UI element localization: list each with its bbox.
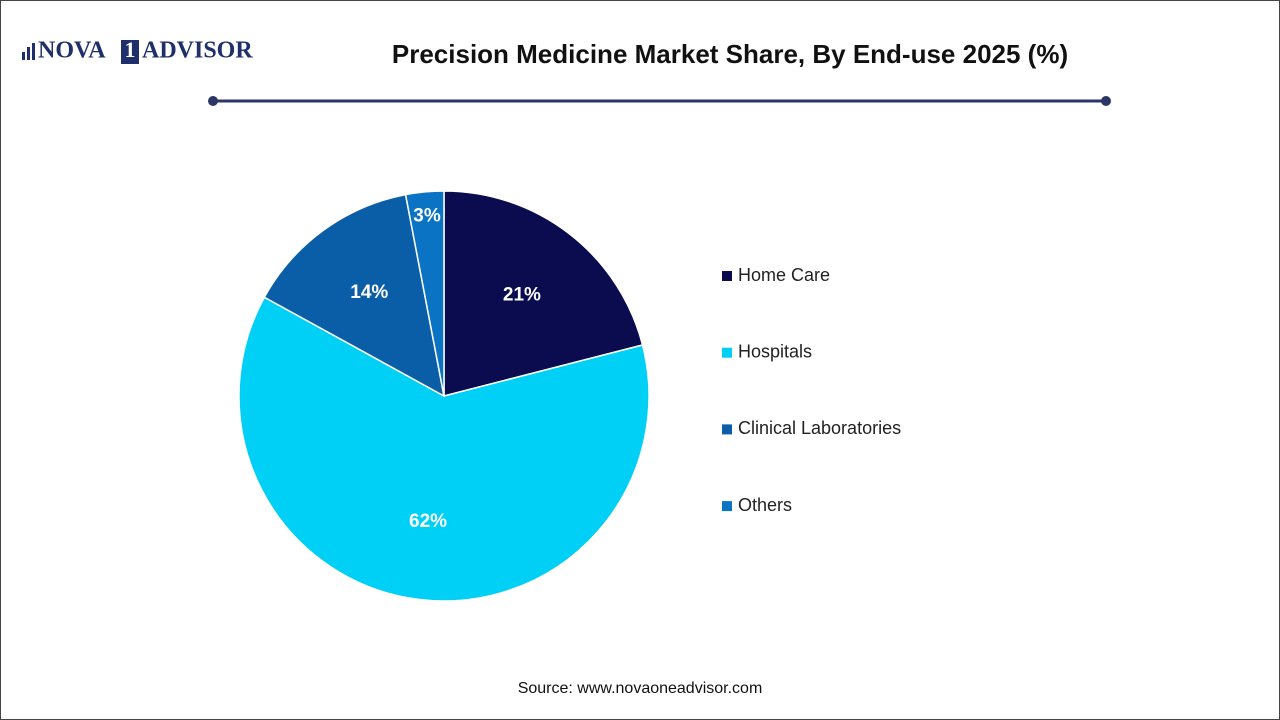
logo-bar bbox=[27, 47, 30, 60]
legend-swatch bbox=[722, 424, 732, 435]
logo-text: ADVISOR bbox=[142, 38, 253, 64]
legend-label: Others bbox=[738, 495, 792, 515]
legend-label: Clinical Laboratories bbox=[738, 418, 901, 438]
logo-bar bbox=[32, 43, 35, 60]
legend-swatch bbox=[722, 271, 732, 281]
logo-bar bbox=[22, 52, 25, 60]
chart-title: Precision Medicine Market Share, By End-… bbox=[392, 39, 1068, 69]
pie-slice bbox=[263, 193, 446, 398]
rule-dot bbox=[208, 96, 218, 106]
legend-swatch bbox=[722, 501, 732, 512]
logo-box bbox=[121, 40, 139, 64]
logo: NOVA 1 ADVISOR bbox=[22, 37, 253, 64]
data-label: 62% bbox=[409, 511, 447, 532]
logo-text: 1 bbox=[125, 37, 136, 62]
legend-swatch bbox=[722, 347, 732, 358]
data-label: 21% bbox=[503, 285, 541, 306]
pie-slice bbox=[404, 190, 445, 397]
logo-text: NOVA bbox=[38, 38, 106, 64]
data-label: 14% bbox=[350, 282, 388, 303]
pie-slice bbox=[238, 296, 650, 602]
source: Source: www.novaoneadvisor.com bbox=[518, 680, 763, 697]
legend-label: Hospitals bbox=[738, 341, 812, 361]
pie-slice bbox=[443, 190, 644, 397]
rule-dot bbox=[1101, 96, 1111, 106]
legend-label: Home Care bbox=[738, 265, 830, 285]
data-label: 3% bbox=[413, 205, 441, 226]
